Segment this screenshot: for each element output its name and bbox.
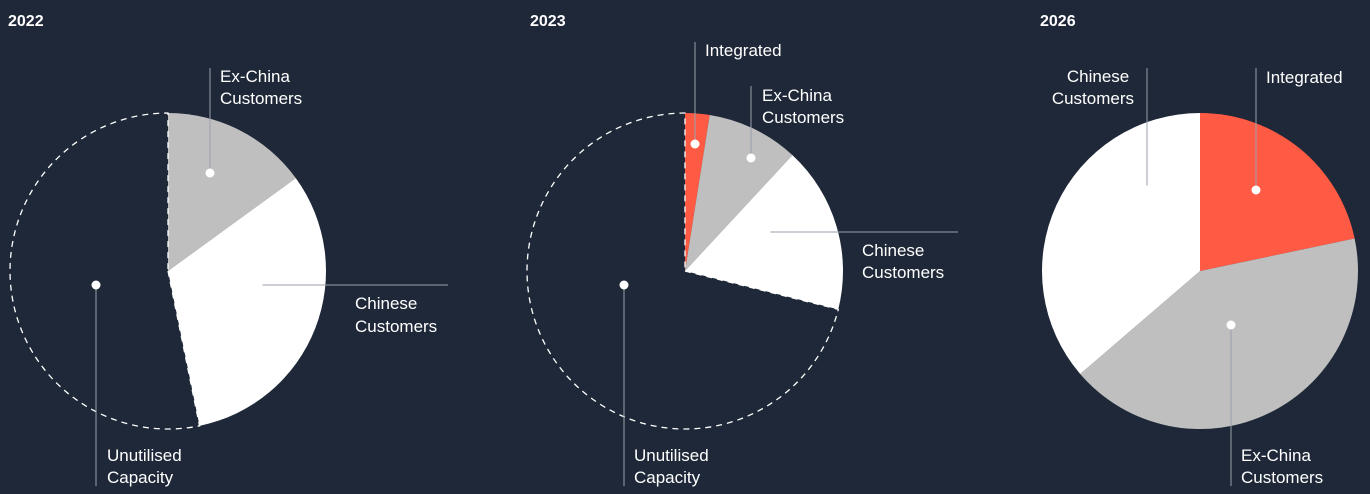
chart-title-2026: 2026 [1040,13,1076,30]
marker-chinese-2022 [253,280,263,290]
label-ex-china-2026: Ex-China Customers [1241,446,1323,487]
slice-chinese-2022 [168,178,326,426]
chart-2026: 2026 Integrated Ex-China Customers Chine… [1040,13,1359,487]
label-integrated-2026: Integrated [1266,68,1343,87]
label-chinese-2026: Chinese Customers [1052,67,1134,108]
label-integrated-2023: Integrated [705,41,782,60]
chart-2023: 2023 Integrated Ex-China Customers Chine… [526,13,958,487]
marker-unutilised-2023 [619,280,629,290]
marker-integrated-2026 [1251,185,1261,195]
slice-unutilised-2023 [526,112,840,430]
marker-chinese-2026 [1142,185,1152,195]
marker-ex-china-2023 [746,153,756,163]
slice-integrated-2023 [685,113,710,271]
label-ex-china-2022: Ex-China Customers [220,67,302,108]
slice-ex-china-2022 [168,113,296,271]
chart-title-2022: 2022 [8,13,44,30]
label-chinese-2022: Chinese Customers [355,294,437,336]
chart-title-2023: 2023 [530,13,566,30]
marker-unutilised-2022 [91,280,101,290]
marker-ex-china-2022 [205,168,215,178]
slice-chinese-2026 [1042,113,1200,374]
label-chinese-2023: Chinese Customers [862,241,944,282]
label-unutilised-2022: Unutilised Capacity [107,446,186,487]
slice-ex-china-2023 [685,114,793,271]
label-unutilised-2023: Unutilised Capacity [634,446,713,487]
slice-unutilised-2022 [9,112,201,430]
marker-chinese-2023 [761,227,771,237]
marker-ex-china-2026 [1226,320,1236,330]
label-ex-china-2023: Ex-China Customers [762,86,844,127]
marker-integrated-2023 [690,139,700,149]
slice-ex-china-2026 [1080,238,1359,430]
chart-2022: 2022 Ex-China Customers Chinese Customer… [8,13,448,487]
slice-integrated-2026 [1200,113,1355,271]
